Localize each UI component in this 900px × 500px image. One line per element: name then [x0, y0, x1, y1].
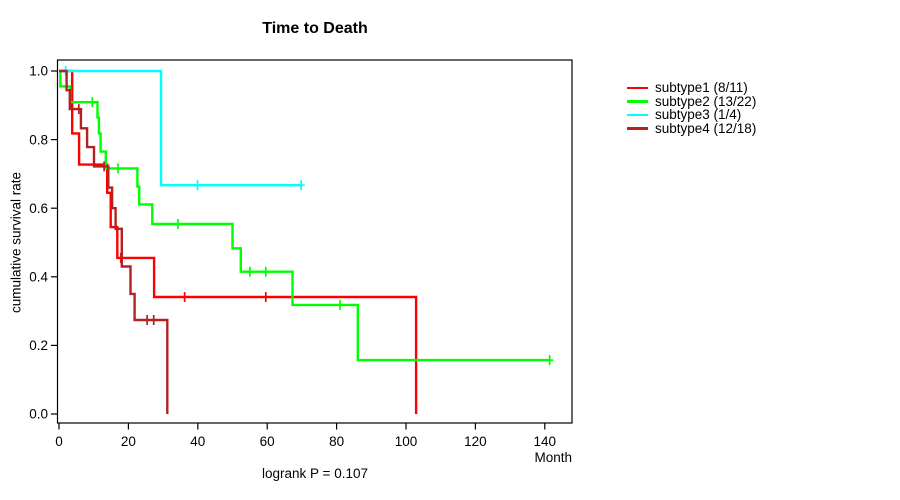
y-axis-tick-label: 0.2 — [29, 338, 48, 353]
x-axis-tick-label: 0 — [55, 434, 63, 449]
x-axis-tick-label: 120 — [464, 434, 487, 449]
x-axis-tick-label: 40 — [190, 434, 205, 449]
y-axis-tick-label: 0.6 — [29, 201, 48, 216]
legend-item-subtype4: subtype4 (12/18) — [627, 120, 757, 136]
legend-item-subtype2: subtype2 (13/22) — [627, 93, 757, 109]
legend-line-sample — [627, 127, 648, 130]
legend-line-sample — [627, 86, 648, 89]
legend-item-label: subtype4 (12/18) — [655, 120, 757, 136]
legend-item-subtype1: subtype1 (8/11) — [627, 81, 756, 95]
legend-item-label: subtype2 (13/22) — [655, 93, 757, 109]
plot-box — [56, 59, 573, 424]
survival-curve-subtype4 — [59, 69, 169, 414]
y-axis-label: cumulative survival rate — [8, 171, 24, 314]
survival-curve-subtype3 — [59, 69, 302, 187]
y-axis-tick-label: 1.0 — [29, 64, 48, 79]
x-axis-tick-label: 60 — [260, 434, 275, 449]
y-axis-tick-label: 0.4 — [29, 270, 48, 285]
legend-line-sample — [627, 113, 648, 116]
survival-curve-subtype1 — [59, 69, 418, 414]
legend-item-subtype3: subtype3 (1/4) — [627, 108, 756, 122]
legend: subtype1 (8/11) subtype2 (13/22) subtype3 … — [627, 81, 756, 135]
chart-title: Time to Death — [262, 20, 368, 37]
y-axis-tick-label: 0.0 — [29, 407, 48, 422]
legend-line-sample — [627, 100, 648, 103]
x-axis-unit-label: Month — [534, 450, 572, 465]
legend-item-label: subtype3 (1/4) — [655, 107, 742, 122]
survival-curve-subtype2 — [59, 69, 550, 362]
legend-item-label: subtype1 (8/11) — [655, 80, 748, 95]
x-axis-tick-label: 140 — [534, 434, 557, 449]
x-axis-tick-label: 80 — [329, 434, 344, 449]
logrank-annotation: logrank P = 0.107 — [262, 466, 368, 481]
y-axis-tick-label: 0.8 — [29, 132, 48, 147]
x-axis-tick-label: 20 — [121, 434, 136, 449]
x-axis-tick-label: 100 — [395, 434, 418, 449]
